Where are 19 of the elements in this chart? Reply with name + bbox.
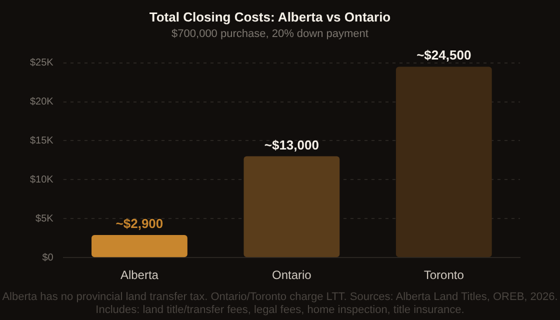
y-tick-label: $25K: [30, 58, 54, 69]
x-tick-label: Alberta: [120, 268, 159, 282]
data-label: ~$13,000: [264, 137, 319, 152]
y-tick-label: $0: [42, 252, 54, 264]
bar: [244, 156, 340, 258]
y-tick-label: $15K: [30, 135, 54, 146]
y-tick-label: $20K: [30, 96, 54, 108]
y-tick-label: $10K: [30, 174, 54, 186]
x-tick-label: Toronto: [424, 268, 464, 282]
bar: [396, 66, 492, 258]
chart-title: Total Closing Costs: Alberta vs Ontario: [149, 9, 391, 24]
bar: [92, 235, 188, 258]
text: Includes: land title/transfer fees, legal fees, home inspection, title insurance.: [96, 304, 464, 316]
y-tick-label: $5K: [36, 213, 54, 224]
data-label: ~$24,500: [416, 48, 472, 63]
chart-subtitle: $700,000 purchase, 20% down payment: [172, 28, 368, 40]
x-tick-label: Ontario: [272, 268, 312, 282]
data-label: ~$2,900: [116, 216, 164, 232]
text: Alberta has no provincial land transfer tax. Ontario/Toronto charge LTT. Sources: Alberta Land Titles, OREB, 2026.: [2, 291, 558, 303]
